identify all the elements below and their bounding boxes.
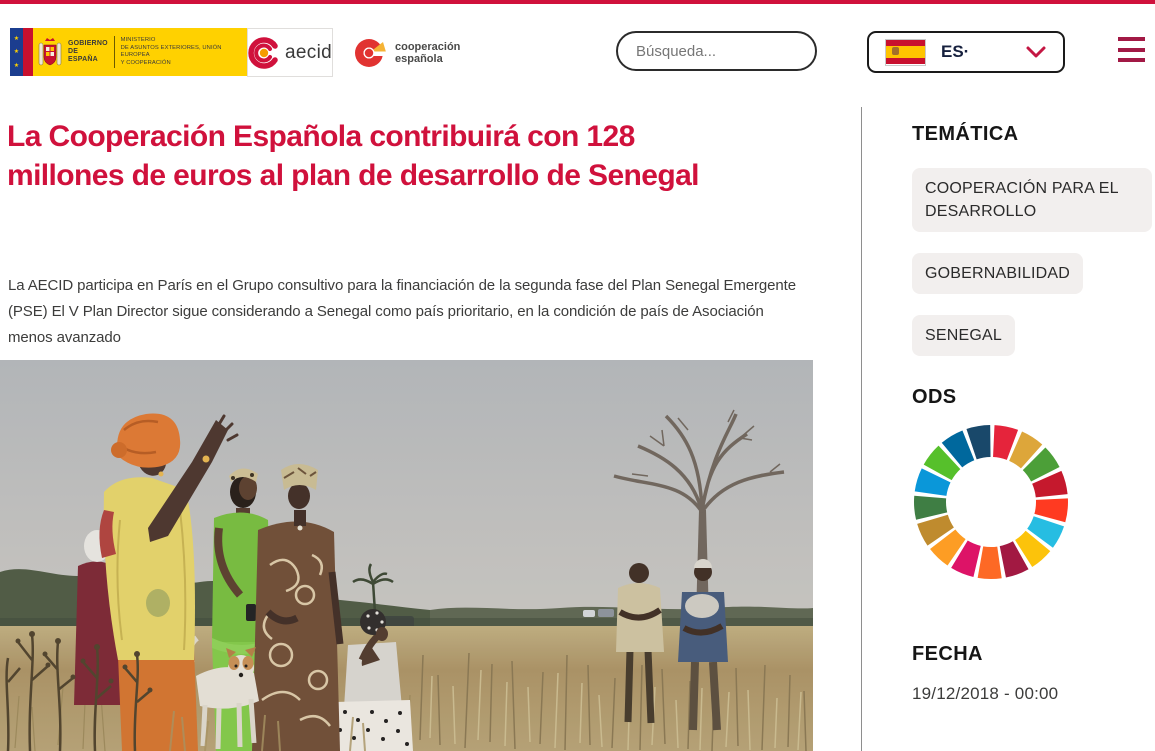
coop-wordmark: cooperación española xyxy=(395,40,461,66)
sdg-segment xyxy=(1034,498,1068,523)
sdg-wheel-wrap xyxy=(913,424,1069,580)
tematica-tag[interactable]: COOPERACIÓN PARA EL DESARROLLO xyxy=(912,168,1152,232)
sdg-segment xyxy=(930,529,966,566)
chevron-down-icon xyxy=(1026,46,1046,58)
sdg-wheel-icon xyxy=(914,425,1068,579)
language-selector[interactable]: ES· xyxy=(867,31,1065,73)
logo-divider xyxy=(113,36,115,68)
gobierno-label: GOBIERNO DE ESPAÑA xyxy=(68,40,108,63)
sdg-segment xyxy=(1015,530,1051,568)
flag-stars-strip: ★ ★ ★ xyxy=(10,28,23,76)
aecid-logo[interactable]: aecid xyxy=(247,28,333,77)
spain-flag-icon xyxy=(885,38,926,66)
tematica-heading: TEMÁTICA xyxy=(912,123,1019,145)
sdg-segment xyxy=(1009,431,1043,469)
article-summary: La AECID participa en París en el Grupo … xyxy=(8,277,796,346)
ministerio-label: MINISTERIO DE ASUNTOS EXTERIORES, UNIÓN … xyxy=(120,37,222,66)
sdg-segment xyxy=(951,540,981,577)
sdg-segment xyxy=(914,468,951,496)
search-box xyxy=(616,31,835,71)
language-code: ES· xyxy=(941,42,970,61)
fecha-heading: FECHA xyxy=(912,643,983,665)
sdg-segment xyxy=(917,514,954,546)
tematica-tag[interactable]: SENEGAL xyxy=(912,315,1015,356)
aecid-c-icon xyxy=(248,36,278,69)
sdg-segment xyxy=(966,425,991,460)
flag-yellow-panel: GOBIERNO DE ESPAÑA MINISTERIO DE ASUNTOS… xyxy=(33,28,247,76)
flag-red-strip xyxy=(23,28,33,76)
hamburger-icon xyxy=(1118,37,1145,41)
tematica-tags: COOPERACIÓN PARA EL DESARROLLO GOBERNABIL… xyxy=(912,168,1152,377)
sidebar-divider xyxy=(861,107,862,751)
gobierno-espana-logo[interactable]: ★ ★ ★ GOBIERNO DE ESPAÑA MINISTERIO DE ASU… xyxy=(10,28,247,76)
cooperacion-espanola-logo[interactable]: cooperación española xyxy=(353,33,460,73)
fecha-value: 19/12/2018 - 00:00 xyxy=(912,684,1059,703)
article-photo xyxy=(0,360,813,751)
sdg-segment xyxy=(941,430,975,468)
sdg-segment xyxy=(977,546,1002,579)
aecid-wordmark: aecid xyxy=(285,41,332,63)
sdg-segment xyxy=(1022,447,1060,482)
sdg-segment xyxy=(999,541,1029,578)
coop-e-icon xyxy=(355,39,387,67)
search-input[interactable] xyxy=(636,42,835,60)
top-accent-bar xyxy=(0,0,1155,4)
sdg-segment xyxy=(1027,516,1065,548)
page-title: La Cooperación Española contribuirá con … xyxy=(7,120,699,192)
sdg-segment xyxy=(914,495,948,520)
ods-heading: ODS xyxy=(912,386,957,408)
sdg-segment xyxy=(993,425,1019,460)
spain-coat-of-arms-icon xyxy=(38,35,62,66)
sdg-segment xyxy=(1032,470,1068,498)
tematica-tag[interactable]: GOBERNABILIDAD xyxy=(912,253,1084,294)
sdg-segment xyxy=(923,445,961,481)
menu-button[interactable] xyxy=(1118,37,1145,62)
